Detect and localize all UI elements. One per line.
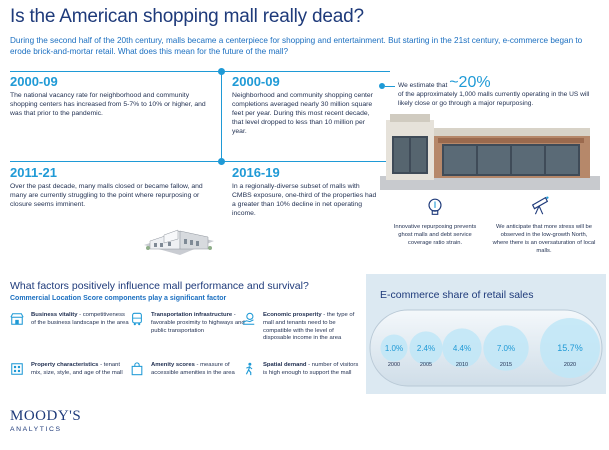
stat-year-2: 2000-09 — [232, 74, 280, 89]
telescope-icon — [531, 196, 549, 215]
stat-text-1: The national vacancy rate for neighborho… — [10, 92, 206, 117]
year-label-2015: 2015 — [500, 362, 512, 368]
brand-name: MOODY'S — [10, 408, 82, 424]
estimate-connector — [385, 86, 395, 87]
coin-hand-icon — [242, 312, 255, 325]
intro-text: During the second half of the 20th centu… — [10, 36, 583, 56]
year-label-2005: 2005 — [420, 362, 432, 368]
factor-title: Spatial demand — [263, 362, 307, 368]
note-low-growth-north: We anticipate that more stress will be o… — [492, 224, 596, 254]
shopping-bag-icon — [131, 362, 143, 376]
factor-title: Amenity scores — [151, 362, 195, 368]
timeline-connector — [221, 71, 222, 161]
estimate-before: We estimate that — [398, 82, 448, 89]
bubble-2000 — [380, 334, 408, 362]
timeline-line-mid — [10, 161, 390, 162]
factor-desc: - favorable proximity to highways and pu… — [151, 312, 245, 334]
stat-text-4: In a regionally-diverse subset of malls … — [232, 183, 377, 217]
bubble-2005 — [409, 331, 443, 365]
stat-text-3: Over the past decade, many malls closed … — [10, 183, 203, 208]
timeline-dot — [218, 158, 225, 165]
moodys-analytics-logo: MOODY'S ANALYTICS — [10, 408, 81, 433]
factor-desc: - tenant mix, size, style, and age of th… — [31, 362, 123, 376]
stat-year-1: 2000-09 — [10, 74, 58, 89]
page-title: Is the American shopping mall really dea… — [10, 6, 364, 27]
value-label-2005: 2.4% — [417, 344, 435, 353]
bus-icon — [132, 312, 142, 326]
stat-year-3: 2011-21 — [10, 165, 57, 180]
value-label-2000: 1.0% — [385, 344, 403, 353]
bubble-2010 — [442, 328, 482, 368]
factor-title: Property characteristics — [31, 362, 99, 368]
ecommerce-chart: 1.0% 2000 2.4% 2005 4.4% 2010 7.0% 2015 15.7% 202… — [369, 309, 603, 387]
estimate-after: of the approximately 1,000 malls current… — [398, 91, 590, 107]
year-label-2000: 2000 — [388, 362, 400, 368]
factor-title: Economic prosperity — [263, 312, 322, 318]
factor-desc: - number of visitors is high enough to s… — [263, 362, 359, 376]
factor-title: Business vitality — [31, 312, 78, 318]
factors-subheading: Commercial Location Score components pla… — [10, 295, 227, 302]
building-icon — [11, 363, 23, 375]
year-label-2010: 2010 — [456, 362, 468, 368]
estimate-percent: ~20% — [449, 74, 491, 91]
year-label-2020: 2020 — [564, 362, 576, 368]
bubble-2015 — [483, 325, 529, 371]
timeline-line-top — [10, 71, 390, 72]
factors-heading: What factors positively influence mall p… — [10, 280, 309, 292]
factor-title: Transportation infrastructure — [151, 312, 233, 318]
chart-title: E-commerce share of retail sales — [380, 289, 534, 301]
value-label-2020: 15.7% — [557, 343, 583, 353]
storefront-icon — [10, 313, 24, 325]
value-label-2015: 7.0% — [497, 344, 515, 353]
storefront-photo — [380, 114, 600, 190]
estimate-dot — [379, 83, 385, 89]
factor-desc: - measure of accessible amenities in the… — [151, 362, 235, 376]
factor-desc: - competitiveness of the business landsc… — [31, 312, 129, 326]
value-label-2010: 4.4% — [453, 344, 471, 353]
note-repurposing: Innovative repurposing prevents ghost ma… — [393, 224, 477, 246]
estimate-text: We estimate that ~20% of the approximate… — [398, 75, 603, 108]
mall-building-illustration — [144, 229, 214, 255]
stat-year-4: 2016-19 — [232, 165, 280, 180]
stat-text-2: Neighborhood and community shopping cent… — [232, 92, 373, 135]
factor-desc: - the type of mall and tenants need to b… — [263, 312, 355, 342]
brand-sub: ANALYTICS — [10, 426, 62, 433]
lightbulb-icon — [428, 198, 442, 215]
bubble-2020 — [540, 318, 600, 378]
walking-person-icon — [245, 362, 253, 376]
